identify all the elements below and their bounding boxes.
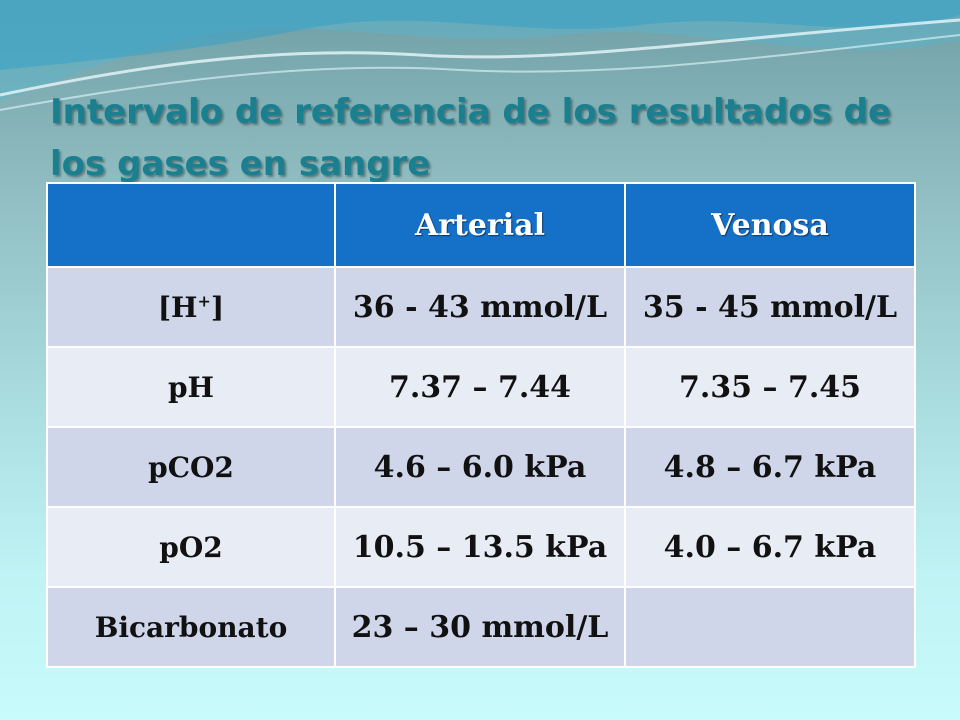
row-label: pO2 bbox=[46, 506, 336, 588]
decorative-waves bbox=[0, 0, 960, 111]
venosa-value: 4.8 – 6.7 kPa bbox=[624, 426, 916, 508]
arterial-value: 10.5 – 13.5 kPa bbox=[334, 506, 626, 588]
venosa-value bbox=[624, 586, 916, 668]
header-empty bbox=[46, 182, 336, 268]
venosa-value: 7.35 – 7.45 bbox=[624, 346, 916, 428]
arterial-value: 23 – 30 mmol/L bbox=[334, 586, 626, 668]
header-arterial: Arterial bbox=[334, 182, 626, 268]
row-label: pH bbox=[46, 346, 336, 428]
arterial-value: 36 - 43 mmol/L bbox=[334, 266, 626, 348]
venosa-value: 4.0 – 6.7 kPa bbox=[624, 506, 916, 588]
reference-table: Arterial Venosa [H+] 36 - 43 mmol/L 35 -… bbox=[46, 182, 916, 668]
table-row: pH 7.37 – 7.44 7.35 – 7.45 bbox=[46, 346, 916, 428]
table-row: pCO2 4.6 – 6.0 kPa 4.8 – 6.7 kPa bbox=[46, 426, 916, 508]
table-header-row: Arterial Venosa bbox=[46, 182, 916, 268]
row-label: [H+] bbox=[46, 266, 336, 348]
table-row: Bicarbonato 23 – 30 mmol/L bbox=[46, 586, 916, 668]
row-label: Bicarbonato bbox=[46, 586, 336, 668]
arterial-value: 7.37 – 7.44 bbox=[334, 346, 626, 428]
slide-title: Intervalo de referencia de los resultado… bbox=[50, 92, 892, 184]
table-row: [H+] 36 - 43 mmol/L 35 - 45 mmol/L bbox=[46, 266, 916, 348]
table-row: pO2 10.5 – 13.5 kPa 4.0 – 6.7 kPa bbox=[46, 506, 916, 588]
row-label: pCO2 bbox=[46, 426, 336, 508]
header-venosa: Venosa bbox=[624, 182, 916, 268]
venosa-value: 35 - 45 mmol/L bbox=[624, 266, 916, 348]
arterial-value: 4.6 – 6.0 kPa bbox=[334, 426, 626, 508]
